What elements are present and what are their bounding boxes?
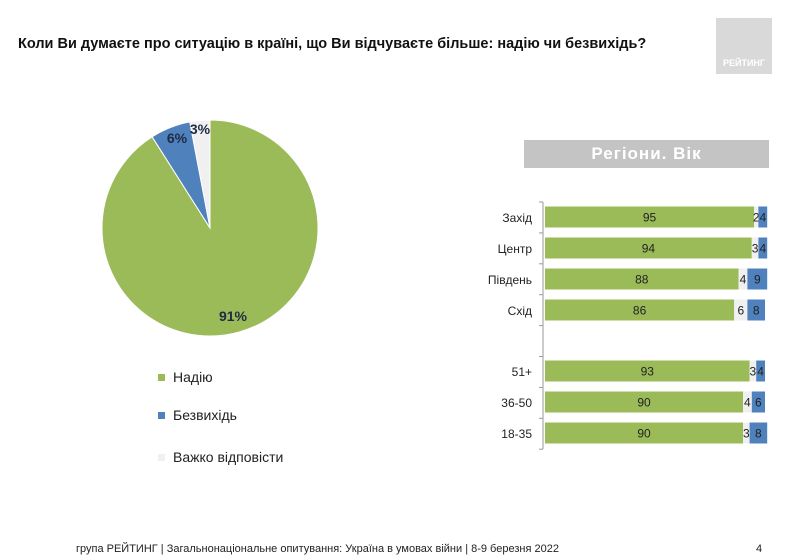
page-title: Коли Ви думаєте про ситуацію в країні, щ… xyxy=(18,36,647,52)
legend-swatch xyxy=(158,411,165,419)
bar-segment xyxy=(758,206,768,228)
bar-value-label: 3 xyxy=(752,242,759,256)
bar-segment xyxy=(756,360,765,382)
bar-value-label: 86 xyxy=(633,304,647,318)
legend-item-hope: Надію xyxy=(158,369,213,385)
bar-value-label: 3 xyxy=(750,365,757,379)
category-label: Захід xyxy=(502,211,532,225)
bar-value-label: 4 xyxy=(759,211,766,225)
legend-label: Важко відповісти xyxy=(173,449,284,465)
bar-value-label: 4 xyxy=(744,396,751,410)
bar-segment xyxy=(545,299,735,321)
category-label: Схід xyxy=(508,304,532,318)
bar-value-label: 94 xyxy=(642,242,656,256)
legend-item-despair: Безвихідь xyxy=(158,407,237,423)
bar-segment xyxy=(545,360,750,382)
bar-segment xyxy=(734,299,748,321)
bar-segment xyxy=(749,422,768,444)
bar-value-label: 4 xyxy=(759,242,766,256)
pie-label: 91% xyxy=(219,308,248,324)
bar-value-label: 88 xyxy=(635,273,649,287)
bar-segment xyxy=(743,422,750,444)
bar-segment xyxy=(545,206,754,228)
bar-value-label: 93 xyxy=(641,365,655,379)
bar-segment xyxy=(545,391,743,413)
logo: РЕЙТИНГ xyxy=(716,18,772,74)
bar-segment xyxy=(747,299,765,321)
category-label: 18-35 xyxy=(501,427,532,441)
bar-value-label: 8 xyxy=(755,427,762,441)
legend-item-hard: Важко відповісти xyxy=(158,449,283,465)
bar-segment xyxy=(747,268,768,290)
bar-segment xyxy=(738,268,748,290)
bar-segment xyxy=(758,237,768,259)
bar-value-label: 9 xyxy=(754,273,761,287)
section-header: Регіони. Вік xyxy=(524,140,769,168)
bar-value-label: 6 xyxy=(737,304,744,318)
bar-segment xyxy=(545,237,752,259)
footer: група РЕЙТИНГ | Загальнонаціональне опит… xyxy=(76,543,559,555)
bar-segment xyxy=(754,206,759,228)
bar-value-label: 6 xyxy=(755,396,762,410)
category-label: 36-50 xyxy=(501,396,532,410)
bar-value-label: 90 xyxy=(637,427,651,441)
bar-segment xyxy=(749,360,757,382)
bar-value-label: 95 xyxy=(643,211,657,225)
pie-label: 6% xyxy=(167,130,188,146)
legend-label: Безвихідь xyxy=(173,407,237,423)
legend-swatch xyxy=(158,453,165,461)
bar-value-label: 4 xyxy=(740,273,747,287)
legend-swatch xyxy=(158,373,165,381)
category-label: Південь xyxy=(488,273,532,287)
page-number: 4 xyxy=(756,543,763,555)
bar-value-label: 4 xyxy=(757,365,764,379)
bar-segment xyxy=(545,268,739,290)
logo-text: РЕЙТИНГ xyxy=(722,58,766,68)
bar-segment xyxy=(751,237,759,259)
category-label: 51+ xyxy=(512,365,532,379)
pie-label: 3% xyxy=(190,121,211,137)
bar-segment xyxy=(545,422,743,444)
bar-value-label: 90 xyxy=(637,396,651,410)
category-label: Центр xyxy=(498,242,533,256)
bar-value-label: 8 xyxy=(753,304,760,318)
bar-segment xyxy=(743,391,752,413)
pie-slice xyxy=(189,119,211,229)
bar-segment xyxy=(751,391,765,413)
legend-label: Надію xyxy=(173,369,213,385)
bar-value-label: 3 xyxy=(743,427,750,441)
bar-value-label: 2 xyxy=(753,211,760,225)
